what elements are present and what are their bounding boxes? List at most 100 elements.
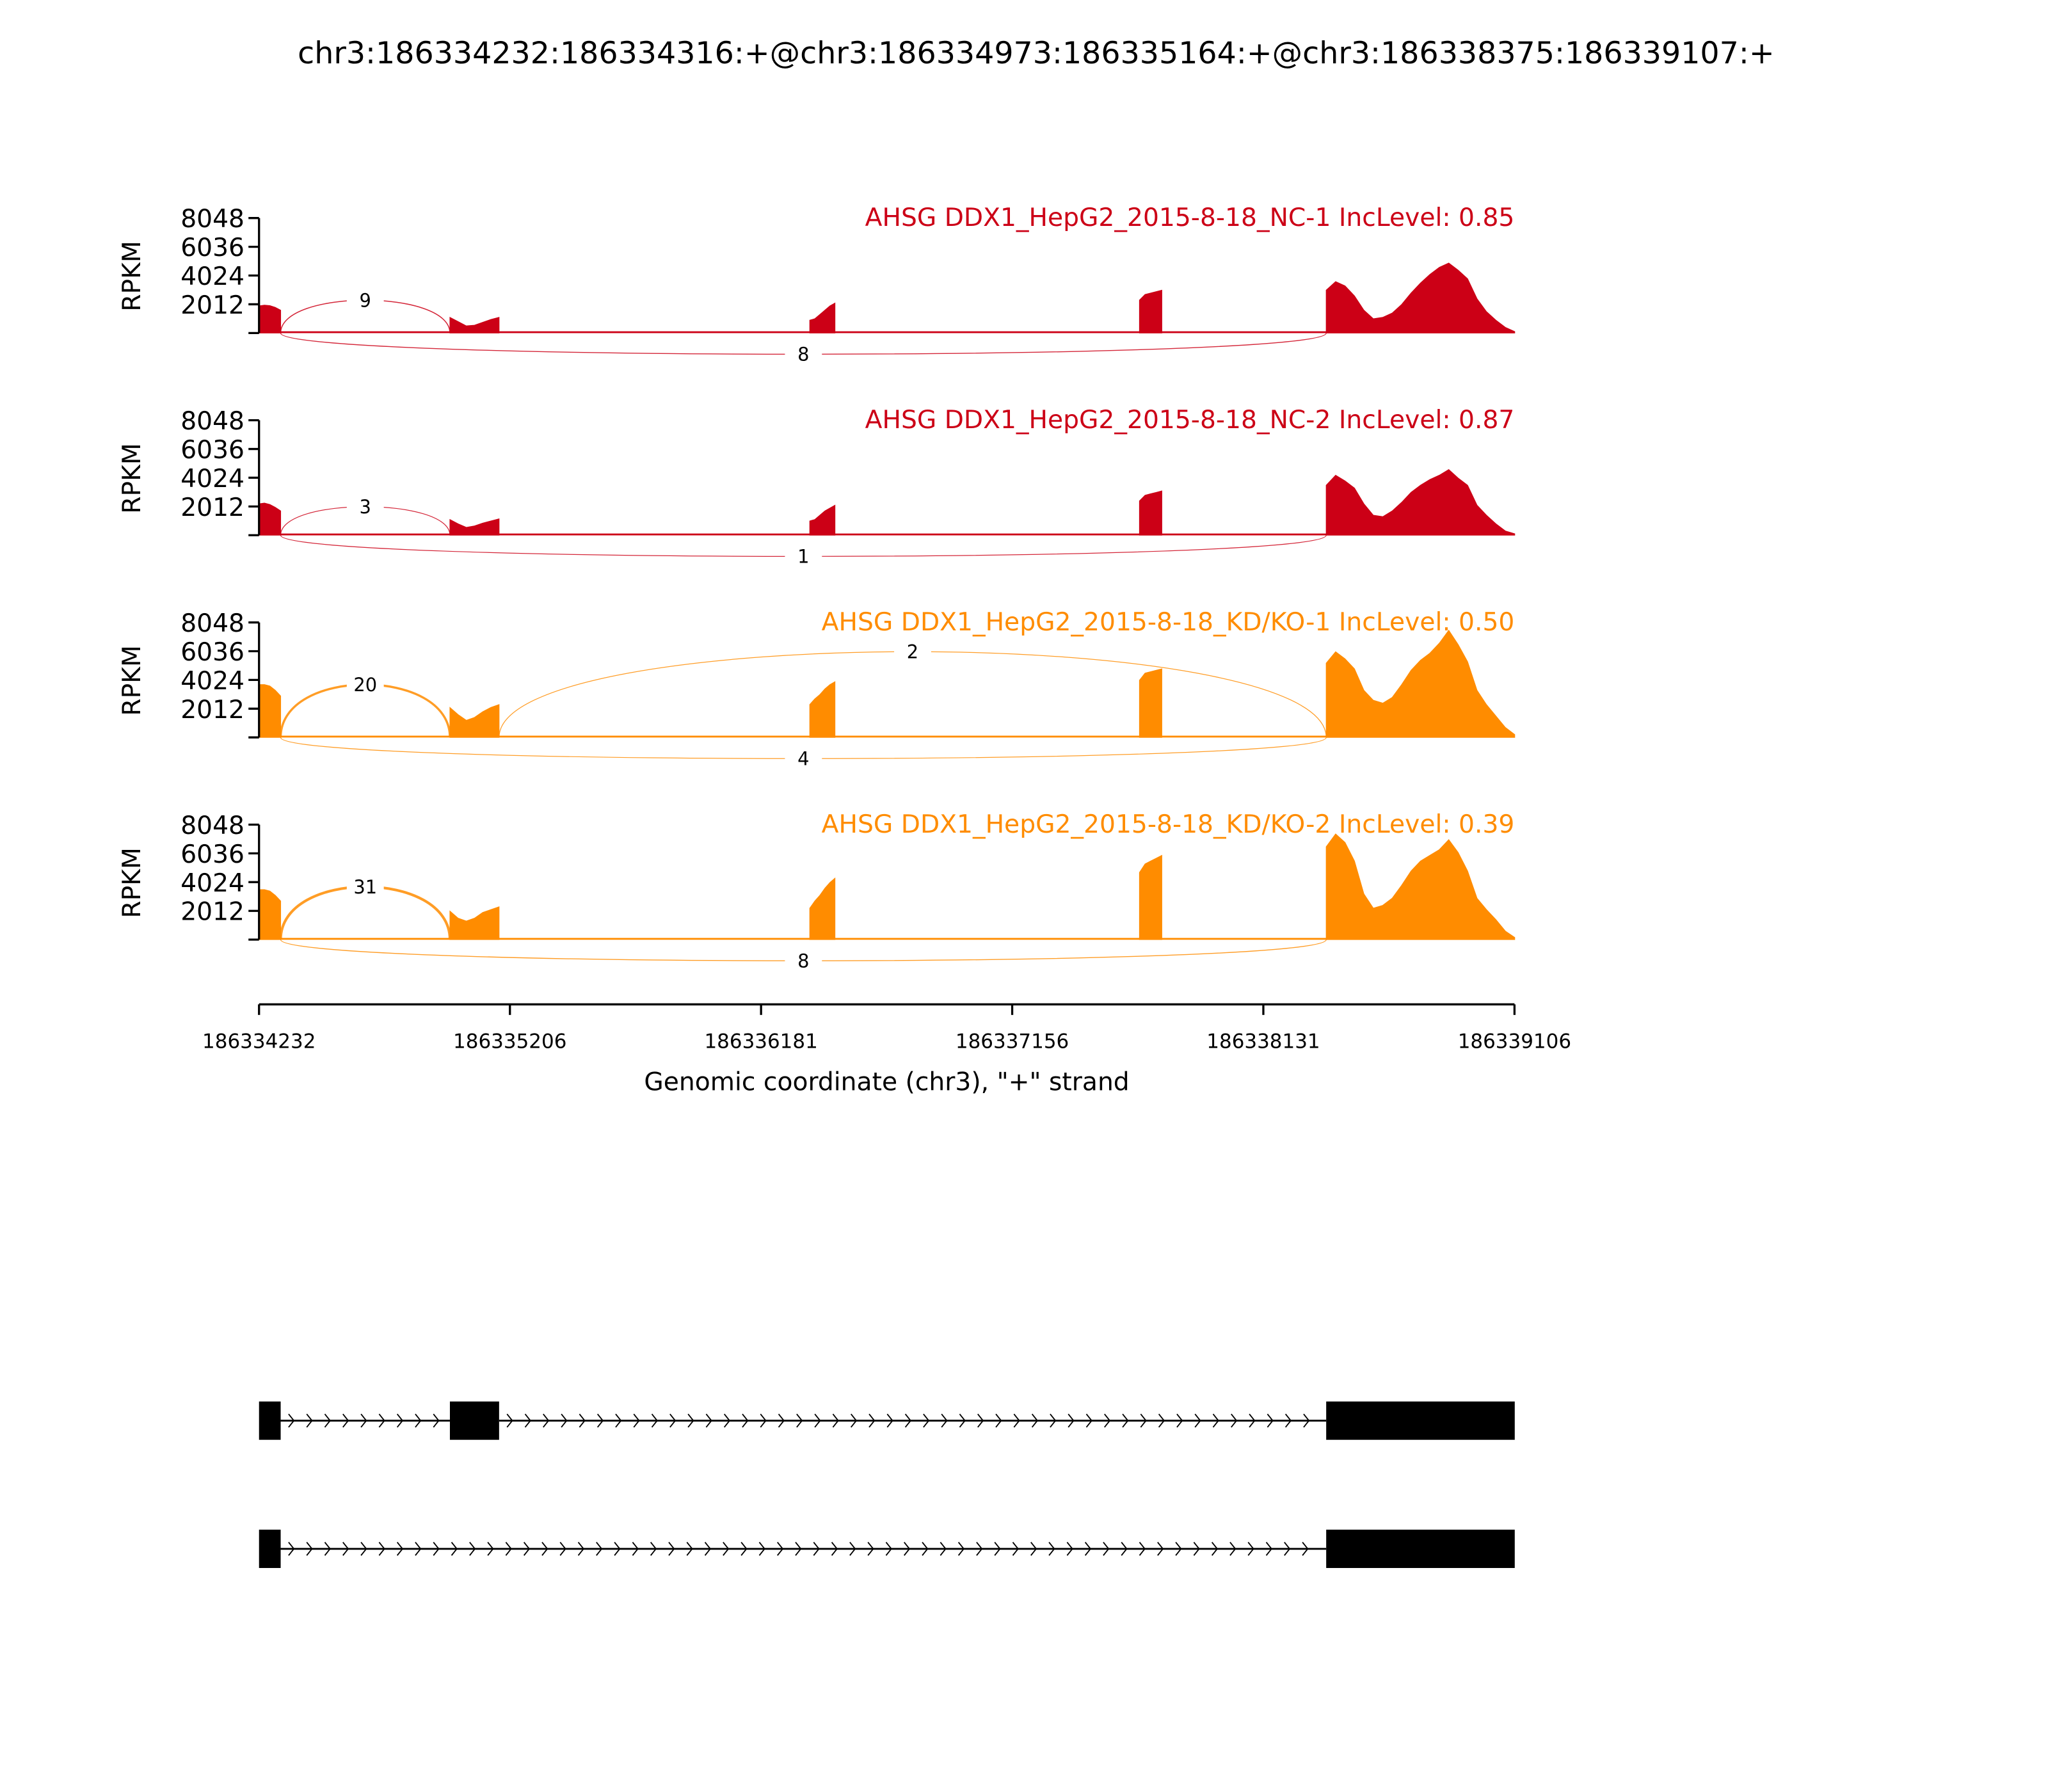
coverage-area — [259, 684, 282, 738]
strand-arrow-icon — [378, 1413, 385, 1428]
strand-arrow-icon — [505, 1542, 512, 1556]
strand-arrow-icon — [342, 1542, 349, 1556]
coverage-area — [449, 518, 500, 536]
strand-arrow-icon — [577, 1542, 585, 1556]
junction-arc — [499, 651, 1327, 738]
strand-arrow-icon — [288, 1542, 295, 1556]
x-axis-label: Genomic coordinate (chr3), "+" strand — [644, 1068, 1129, 1097]
y-tick-label: 2012 — [180, 696, 244, 724]
junction-label-box — [785, 342, 822, 366]
strand-arrow-icon — [433, 1542, 440, 1556]
junction-label-box — [785, 948, 822, 973]
strand-arrow-icon — [742, 1413, 749, 1428]
strand-arrow-icon — [668, 1542, 675, 1556]
strand-arrow-icon — [976, 1542, 983, 1556]
strand-arrow-icon — [559, 1542, 566, 1556]
y-tick-label: 6036 — [180, 436, 244, 465]
strand-arrow-icon — [923, 1413, 930, 1428]
strand-arrow-icon — [758, 1542, 765, 1556]
junction-count: 8 — [797, 344, 809, 365]
junction-count: 8 — [797, 950, 809, 972]
transcript — [259, 1530, 1515, 1568]
junction-label-box — [346, 288, 384, 312]
strand-arrow-icon — [922, 1542, 929, 1556]
strand-arrow-icon — [1212, 1413, 1219, 1428]
sample-title: AHSG DDX1_HepG2_2015-8-18_KD/KO-2 IncLev… — [822, 810, 1515, 839]
x-tick-label: 186338131 — [1206, 1030, 1320, 1053]
strand-arrow-icon — [795, 1542, 802, 1556]
strand-arrow-icon — [1231, 1413, 1238, 1428]
strand-arrow-icon — [342, 1413, 349, 1428]
coverage-area — [1325, 468, 1516, 536]
y-tick-label: 2012 — [180, 291, 244, 320]
y-tick-label: 4024 — [180, 667, 244, 696]
strand-arrow-icon — [1194, 1413, 1201, 1428]
strand-arrow-icon — [813, 1542, 820, 1556]
strand-arrow-icon — [1302, 1542, 1309, 1556]
strand-arrow-icon — [849, 1542, 856, 1556]
strand-arrow-icon — [1068, 1413, 1075, 1428]
strand-arrow-icon — [1140, 1413, 1147, 1428]
coverage-area — [259, 889, 282, 940]
strand-arrow-icon — [796, 1413, 803, 1428]
strand-arrow-icon — [396, 1542, 404, 1556]
strand-arrow-icon — [904, 1542, 911, 1556]
strand-arrow-icon — [1176, 1413, 1183, 1428]
strand-arrow-icon — [957, 1542, 965, 1556]
y-tick-label: 6036 — [180, 840, 244, 869]
coverage-area — [809, 302, 836, 333]
sample-title: AHSG DDX1_HepG2_2015-8-18_NC-1 IncLevel:… — [865, 204, 1515, 232]
y-tick-label: 8048 — [180, 609, 244, 638]
coverage-area — [449, 316, 500, 333]
strand-arrow-icon — [378, 1542, 385, 1556]
strand-arrow-icon — [723, 1413, 731, 1428]
x-tick-label: 186336181 — [704, 1030, 817, 1053]
strand-arrow-icon — [723, 1542, 730, 1556]
exon-block — [1326, 1530, 1515, 1568]
y-tick-label: 4024 — [180, 262, 244, 291]
junction-label-box — [346, 874, 384, 899]
coverage-area — [809, 877, 836, 940]
strand-arrow-icon — [288, 1413, 295, 1428]
strand-arrow-icon — [886, 1413, 893, 1428]
coverage-area — [809, 681, 836, 738]
strand-arrow-icon — [541, 1542, 548, 1556]
junction-count: 4 — [797, 748, 809, 770]
strand-arrow-icon — [1247, 1542, 1254, 1556]
strand-arrow-icon — [1211, 1542, 1219, 1556]
strand-arrow-icon — [977, 1413, 984, 1428]
y-tick-label: 8048 — [180, 205, 244, 234]
junction-label-box — [785, 544, 822, 568]
strand-arrow-icon — [306, 1542, 313, 1556]
transcript — [259, 1401, 1515, 1440]
junction-label-box — [346, 673, 384, 697]
strand-arrow-icon — [396, 1413, 404, 1428]
y-tick-label: 4024 — [180, 869, 244, 898]
strand-arrow-icon — [415, 1542, 422, 1556]
x-tick-label: 186337156 — [956, 1030, 1069, 1053]
junction-count: 20 — [353, 674, 377, 696]
strand-arrow-icon — [360, 1542, 367, 1556]
strand-arrow-icon — [1031, 1413, 1039, 1428]
coverage-area — [1325, 833, 1516, 940]
strand-arrow-icon — [650, 1542, 657, 1556]
strand-arrow-icon — [995, 1413, 1002, 1428]
strand-arrow-icon — [524, 1413, 531, 1428]
strand-arrow-icon — [904, 1413, 912, 1428]
strand-arrow-icon — [940, 1542, 947, 1556]
strand-arrow-icon — [1066, 1542, 1073, 1556]
strand-arrow-icon — [1012, 1542, 1019, 1556]
y-tick-label: 2012 — [180, 493, 244, 522]
strand-arrow-icon — [543, 1413, 550, 1428]
sample-title: AHSG DDX1_HepG2_2015-8-18_KD/KO-1 IncLev… — [822, 608, 1515, 637]
strand-arrow-icon — [1284, 1413, 1292, 1428]
strand-arrow-icon — [778, 1413, 785, 1428]
junction-count: 2 — [907, 641, 918, 663]
x-tick-label: 186339106 — [1458, 1030, 1571, 1053]
x-tick-label: 186335206 — [453, 1030, 566, 1053]
strand-arrow-icon — [523, 1542, 531, 1556]
x-tick-label: 186334232 — [202, 1030, 316, 1053]
